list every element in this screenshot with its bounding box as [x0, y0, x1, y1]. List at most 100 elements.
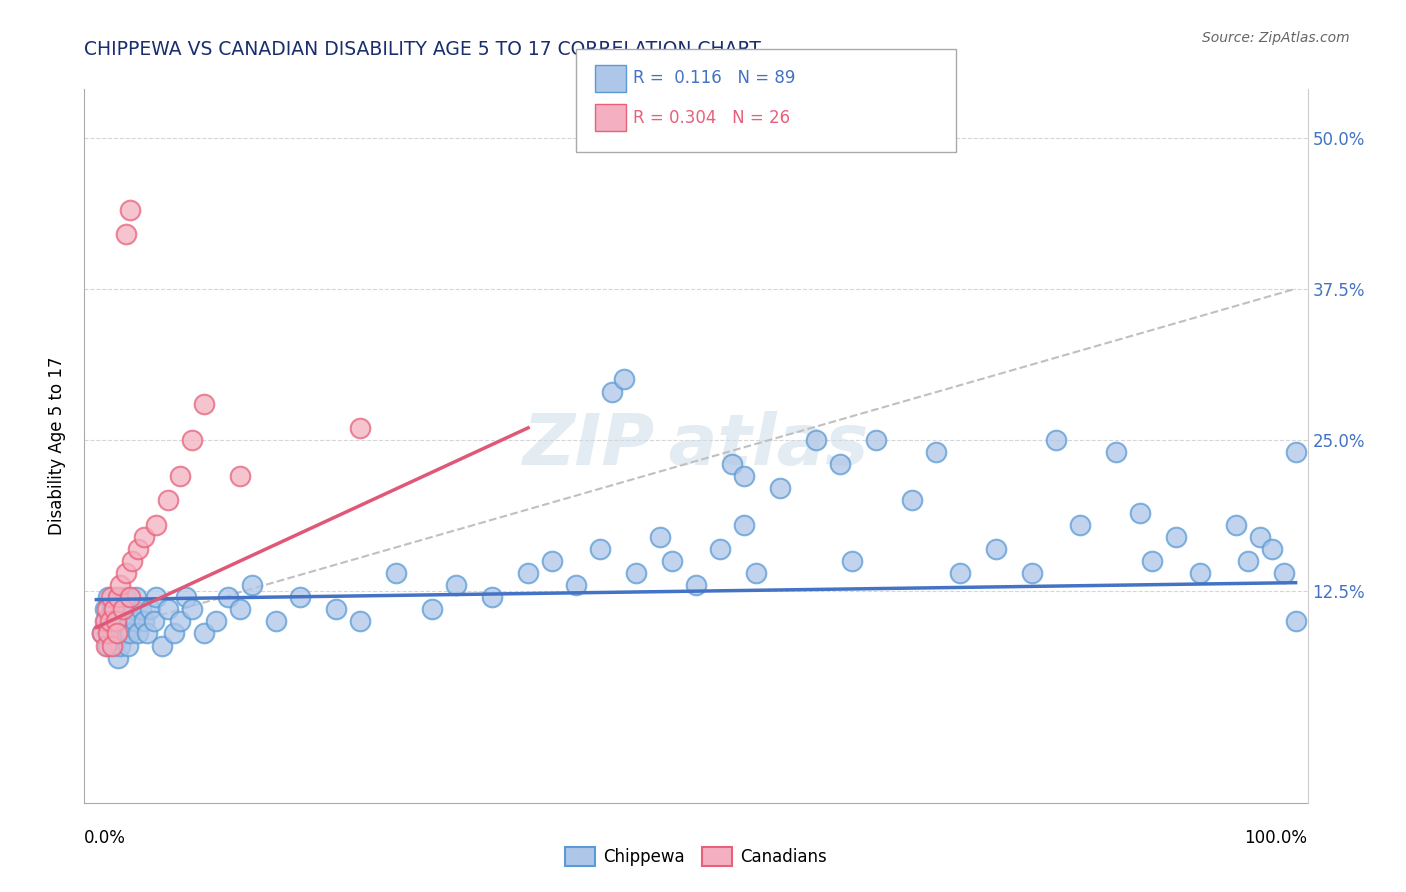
- Text: R =  0.116   N = 89: R = 0.116 N = 89: [633, 69, 794, 87]
- Point: [481, 590, 503, 604]
- Point: [124, 615, 146, 629]
- Point: [624, 566, 647, 580]
- Point: [97, 626, 120, 640]
- Point: [444, 578, 467, 592]
- Point: [118, 615, 141, 629]
- Point: [733, 469, 755, 483]
- Point: [925, 445, 948, 459]
- Point: [1188, 566, 1211, 580]
- Point: [804, 433, 827, 447]
- Point: [125, 590, 148, 604]
- Y-axis label: Disability Age 5 to 17: Disability Age 5 to 17: [48, 357, 66, 535]
- Point: [841, 554, 863, 568]
- Text: 100.0%: 100.0%: [1244, 829, 1308, 847]
- Point: [1021, 566, 1043, 580]
- Point: [174, 590, 197, 604]
- Point: [105, 626, 128, 640]
- Point: [1249, 530, 1271, 544]
- Point: [142, 615, 165, 629]
- Point: [114, 626, 136, 640]
- Point: [1236, 554, 1258, 568]
- Point: [1225, 517, 1247, 532]
- Point: [94, 615, 117, 629]
- Point: [1284, 445, 1306, 459]
- Point: [721, 457, 744, 471]
- Point: [984, 541, 1007, 556]
- Text: R = 0.304   N = 26: R = 0.304 N = 26: [633, 109, 790, 127]
- Point: [111, 615, 134, 629]
- Point: [127, 541, 149, 556]
- Point: [163, 626, 186, 640]
- Point: [104, 615, 127, 629]
- Text: ZIP atlas: ZIP atlas: [523, 411, 869, 481]
- Point: [91, 626, 114, 640]
- Point: [110, 578, 132, 592]
- Point: [94, 615, 117, 629]
- Point: [733, 517, 755, 532]
- Point: [145, 590, 167, 604]
- Point: [229, 469, 252, 483]
- Point: [115, 227, 138, 242]
- Point: [111, 602, 134, 616]
- Point: [1260, 541, 1282, 556]
- Point: [181, 602, 204, 616]
- Point: [1272, 566, 1295, 580]
- Point: [115, 590, 138, 604]
- Point: [91, 626, 114, 640]
- Point: [108, 626, 131, 640]
- Point: [325, 602, 347, 616]
- Point: [290, 590, 312, 604]
- Point: [127, 626, 149, 640]
- Point: [193, 626, 215, 640]
- Point: [1105, 445, 1128, 459]
- Point: [264, 615, 287, 629]
- Point: [100, 590, 122, 604]
- Point: [97, 590, 120, 604]
- Point: [121, 602, 143, 616]
- Point: [217, 590, 239, 604]
- Point: [1140, 554, 1163, 568]
- Point: [110, 602, 132, 616]
- Point: [1284, 615, 1306, 629]
- Point: [104, 626, 127, 640]
- Point: [103, 602, 125, 616]
- Point: [118, 203, 141, 218]
- Point: [157, 602, 180, 616]
- Point: [129, 602, 152, 616]
- Point: [94, 639, 117, 653]
- Point: [94, 602, 117, 616]
- Point: [96, 602, 118, 616]
- Point: [709, 541, 731, 556]
- Point: [107, 650, 129, 665]
- Point: [121, 554, 143, 568]
- Point: [420, 602, 443, 616]
- Point: [107, 590, 129, 604]
- Point: [240, 578, 263, 592]
- Point: [98, 615, 121, 629]
- Point: [115, 566, 138, 580]
- Point: [118, 590, 141, 604]
- Point: [828, 457, 851, 471]
- Point: [139, 602, 162, 616]
- Point: [385, 566, 408, 580]
- Point: [661, 554, 683, 568]
- Point: [565, 578, 588, 592]
- Point: [901, 493, 924, 508]
- Point: [1045, 433, 1067, 447]
- Point: [157, 493, 180, 508]
- Point: [101, 639, 124, 653]
- Point: [110, 639, 132, 653]
- Point: [97, 639, 120, 653]
- Point: [517, 566, 540, 580]
- Point: [181, 433, 204, 447]
- Point: [193, 397, 215, 411]
- Point: [150, 639, 173, 653]
- Point: [169, 469, 191, 483]
- Point: [145, 517, 167, 532]
- Point: [613, 372, 636, 386]
- Point: [135, 626, 157, 640]
- Point: [745, 566, 768, 580]
- Point: [169, 615, 191, 629]
- Point: [134, 530, 156, 544]
- Point: [229, 602, 252, 616]
